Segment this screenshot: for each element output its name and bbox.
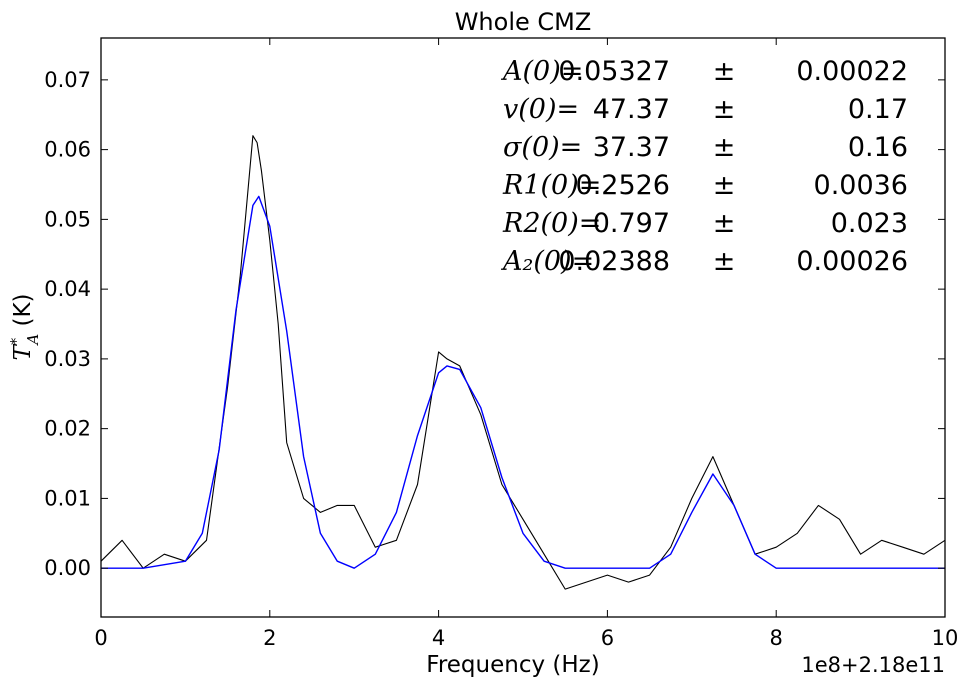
y-tick-label: 0.01 xyxy=(44,486,91,510)
x-tick-label: 4 xyxy=(432,626,445,650)
y-axis-label: T*A (K) xyxy=(7,293,42,360)
param-error: 0.00026 xyxy=(796,246,908,277)
y-tick-label: 0.04 xyxy=(44,277,91,301)
y-tick-label: 0.00 xyxy=(44,556,91,580)
param-pm: ± xyxy=(713,132,736,163)
x-axis-label: Frequency (Hz) xyxy=(426,652,599,678)
param-symbol: R1(0)= xyxy=(502,170,601,201)
param-error: 0.16 xyxy=(848,132,908,163)
param-symbol: R2(0)= xyxy=(502,208,601,239)
param-value: 0.02388 xyxy=(558,246,670,277)
fit-line xyxy=(101,195,945,569)
plot-area xyxy=(100,135,946,590)
x-tick-label: 2 xyxy=(263,626,276,650)
param-symbol: v(0)= xyxy=(503,94,579,125)
param-pm: ± xyxy=(713,208,736,239)
chart-title: Whole CMZ xyxy=(455,8,592,36)
plot-frame xyxy=(100,37,946,618)
param-value: 0.2526 xyxy=(576,170,670,201)
y-tick-label: 0.05 xyxy=(44,207,91,231)
param-pm: ± xyxy=(713,94,736,125)
y-tick-label: 0.03 xyxy=(44,347,91,371)
param-value: 37.37 xyxy=(593,132,670,163)
x-tick-label: 8 xyxy=(770,626,783,650)
param-value: 47.37 xyxy=(593,94,670,125)
fit-parameters: A(0)=0.05327 ±0.00022 v(0)= 47.37 ±0.17 σ(0)=… xyxy=(500,56,908,277)
x-offset-text: 1e8+2.18e11 xyxy=(801,653,945,677)
spectrum-line xyxy=(100,135,946,590)
x-tick-label: 0 xyxy=(94,626,107,650)
param-value: 0.797 xyxy=(593,208,670,239)
y-axis: 0.00 0.01 0.02 0.03 0.04 0.05 0.06 0.07 xyxy=(44,68,945,580)
y-tick-label: 0.06 xyxy=(44,138,91,162)
y-tick-label: 0.07 xyxy=(44,68,91,92)
param-symbol: A₂(0)= xyxy=(500,246,594,277)
param-pm: ± xyxy=(713,246,736,277)
y-tick-label: 0.02 xyxy=(44,417,91,441)
x-axis: 0 2 4 6 8 10 xyxy=(94,38,958,650)
param-error: 0.0036 xyxy=(814,170,908,201)
param-error: 0.17 xyxy=(848,94,908,125)
param-pm: ± xyxy=(713,56,736,87)
svg-text:T*A (K): T*A (K) xyxy=(7,293,42,360)
param-value: 0.05327 xyxy=(558,56,670,87)
param-pm: ± xyxy=(713,170,736,201)
x-tick-label: 10 xyxy=(932,626,959,650)
param-error: 0.00022 xyxy=(796,56,908,87)
param-symbol: σ(0)= xyxy=(503,132,582,163)
param-error: 0.023 xyxy=(831,208,908,239)
param-symbol: A(0)= xyxy=(500,56,583,87)
x-tick-label: 6 xyxy=(601,626,614,650)
